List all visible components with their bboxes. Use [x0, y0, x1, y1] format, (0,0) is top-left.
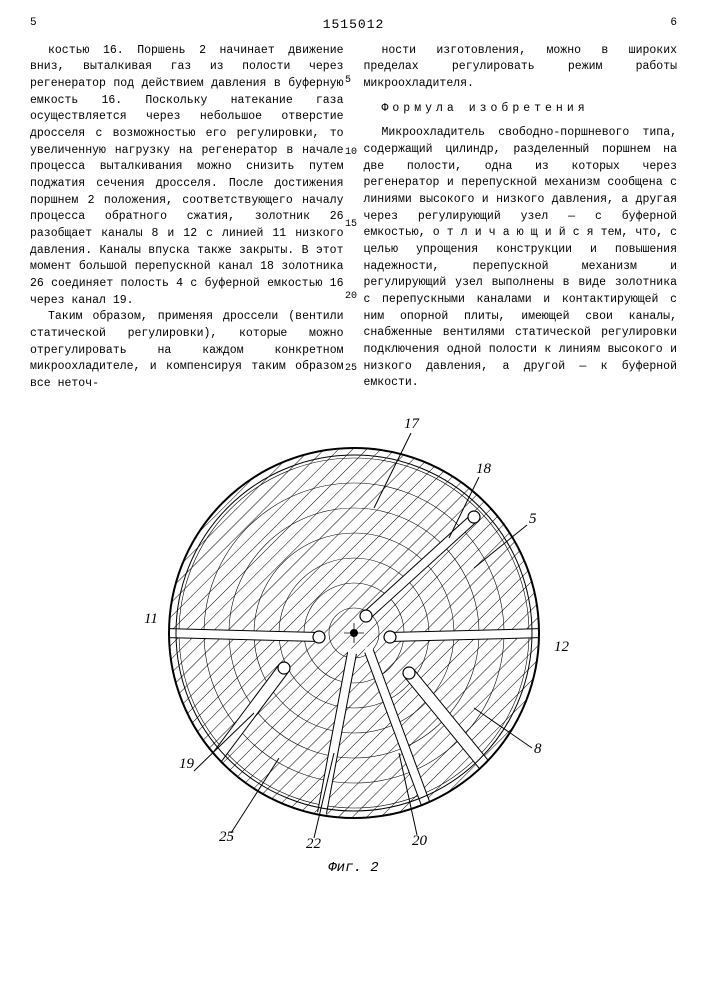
left-p1: костью 16. Поршень 2 начинает движение в… — [30, 43, 344, 310]
patent-number: 1515012 — [37, 15, 671, 35]
left-p2: Таким образом, применяя дроссели (вентил… — [30, 309, 344, 392]
right-column: ности изготовления, можно в широких пред… — [364, 43, 678, 393]
line-num: 25 — [345, 361, 357, 376]
svg-text:8: 8 — [534, 741, 542, 757]
right-p1: ности изготовления, можно в широких пред… — [364, 43, 678, 93]
figure-container: 17 18 5 11 12 8 19 25 22 20 — [30, 413, 677, 853]
svg-text:22: 22 — [306, 836, 322, 852]
svg-text:20: 20 — [412, 833, 428, 849]
svg-text:5: 5 — [529, 511, 537, 527]
line-num: 15 — [345, 217, 357, 232]
svg-text:17: 17 — [404, 416, 421, 432]
right-p2: Микроохладитель свободно-поршневого типа… — [364, 125, 678, 392]
svg-text:11: 11 — [144, 611, 158, 627]
figure-2-diagram: 17 18 5 11 12 8 19 25 22 20 — [134, 413, 574, 853]
line-num: 20 — [345, 289, 357, 304]
svg-text:12: 12 — [554, 639, 570, 655]
formula-title: Формула изобретения — [364, 101, 678, 118]
col-num-left: 5 — [30, 15, 37, 35]
col-num-right: 6 — [670, 15, 677, 35]
svg-text:19: 19 — [179, 756, 195, 772]
figure-label: Фиг. 2 — [30, 858, 677, 879]
line-num: 5 — [345, 73, 351, 88]
svg-text:18: 18 — [476, 461, 492, 477]
svg-text:25: 25 — [219, 829, 235, 845]
left-column: костью 16. Поршень 2 начинает движение в… — [30, 43, 344, 393]
line-num: 10 — [345, 145, 357, 160]
page-header: 5 1515012 6 — [30, 15, 677, 35]
